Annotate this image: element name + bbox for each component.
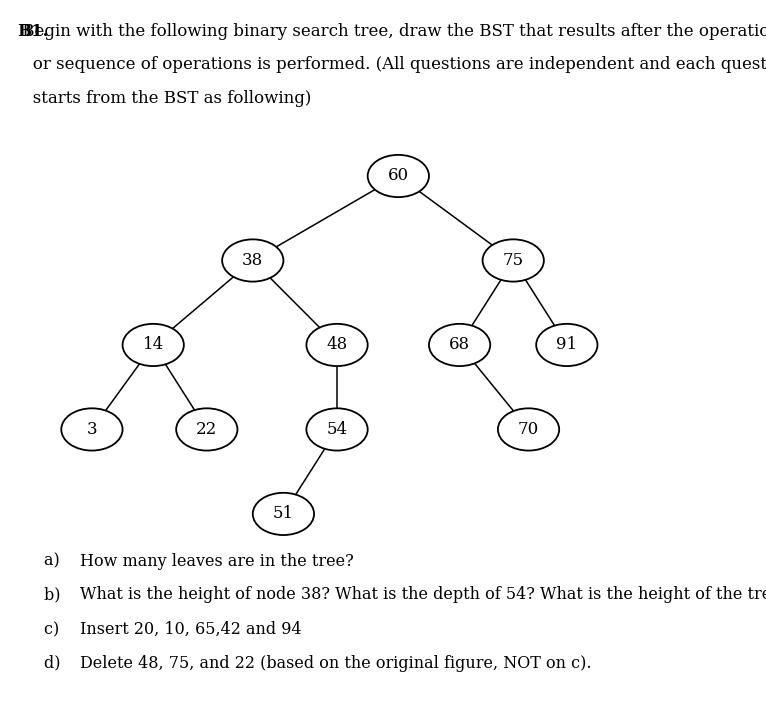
Ellipse shape — [306, 408, 368, 451]
Text: 68: 68 — [449, 337, 470, 353]
Ellipse shape — [483, 239, 544, 282]
Ellipse shape — [306, 324, 368, 366]
Ellipse shape — [253, 493, 314, 535]
Text: a): a) — [44, 553, 76, 570]
Text: 51: 51 — [273, 505, 294, 522]
Ellipse shape — [429, 324, 490, 366]
Text: 38: 38 — [242, 252, 264, 269]
Text: 75: 75 — [502, 252, 524, 269]
Text: B1.: B1. — [17, 23, 48, 39]
Text: 91: 91 — [556, 337, 578, 353]
Text: What is the height of node 38? What is the depth of 54? What is the height of th: What is the height of node 38? What is t… — [80, 586, 766, 603]
Ellipse shape — [498, 408, 559, 451]
Text: 70: 70 — [518, 421, 539, 438]
Text: 60: 60 — [388, 168, 409, 184]
Text: 3: 3 — [87, 421, 97, 438]
Text: c): c) — [44, 621, 76, 638]
Text: 48: 48 — [326, 337, 348, 353]
Text: 14: 14 — [142, 337, 164, 353]
Text: b): b) — [44, 586, 77, 603]
Ellipse shape — [176, 408, 237, 451]
Text: d): d) — [44, 655, 77, 672]
Text: Begin with the following binary search tree, draw the BST that results after the: Begin with the following binary search t… — [17, 23, 766, 39]
Ellipse shape — [61, 408, 123, 451]
Text: 54: 54 — [326, 421, 348, 438]
Text: How many leaves are in the tree?: How many leaves are in the tree? — [80, 553, 354, 570]
Text: Insert 20, 10, 65,42 and 94: Insert 20, 10, 65,42 and 94 — [80, 621, 302, 638]
Text: Delete 48, 75, and 22 (based on the original figure, NOT on c).: Delete 48, 75, and 22 (based on the orig… — [80, 655, 592, 672]
Text: starts from the BST as following): starts from the BST as following) — [17, 90, 311, 107]
Ellipse shape — [536, 324, 597, 366]
Ellipse shape — [368, 155, 429, 197]
Text: or sequence of operations is performed. (All questions are independent and each : or sequence of operations is performed. … — [17, 56, 766, 73]
Ellipse shape — [123, 324, 184, 366]
Ellipse shape — [222, 239, 283, 282]
Text: 22: 22 — [196, 421, 218, 438]
